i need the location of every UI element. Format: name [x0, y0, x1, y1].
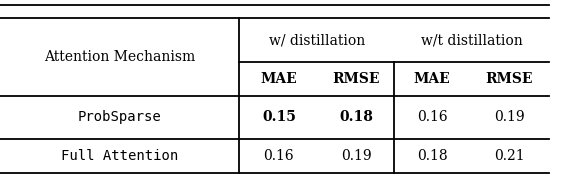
Text: 0.15: 0.15 — [262, 111, 296, 124]
Text: w/ distillation: w/ distillation — [269, 33, 365, 47]
Text: ProbSparse: ProbSparse — [78, 111, 162, 124]
Text: RMSE: RMSE — [486, 72, 533, 86]
Text: 0.16: 0.16 — [263, 149, 294, 163]
Text: 0.21: 0.21 — [494, 149, 525, 163]
Text: MAE: MAE — [260, 72, 297, 86]
Text: w/t distillation: w/t distillation — [420, 33, 523, 47]
Text: 0.18: 0.18 — [339, 111, 373, 124]
Text: Attention Mechanism: Attention Mechanism — [44, 50, 195, 64]
Text: 0.16: 0.16 — [417, 111, 447, 124]
Text: 0.19: 0.19 — [494, 111, 525, 124]
Text: RMSE: RMSE — [332, 72, 380, 86]
Text: 0.18: 0.18 — [417, 149, 447, 163]
Text: MAE: MAE — [414, 72, 450, 86]
Text: Full Attention: Full Attention — [61, 149, 178, 163]
Text: 0.19: 0.19 — [341, 149, 371, 163]
